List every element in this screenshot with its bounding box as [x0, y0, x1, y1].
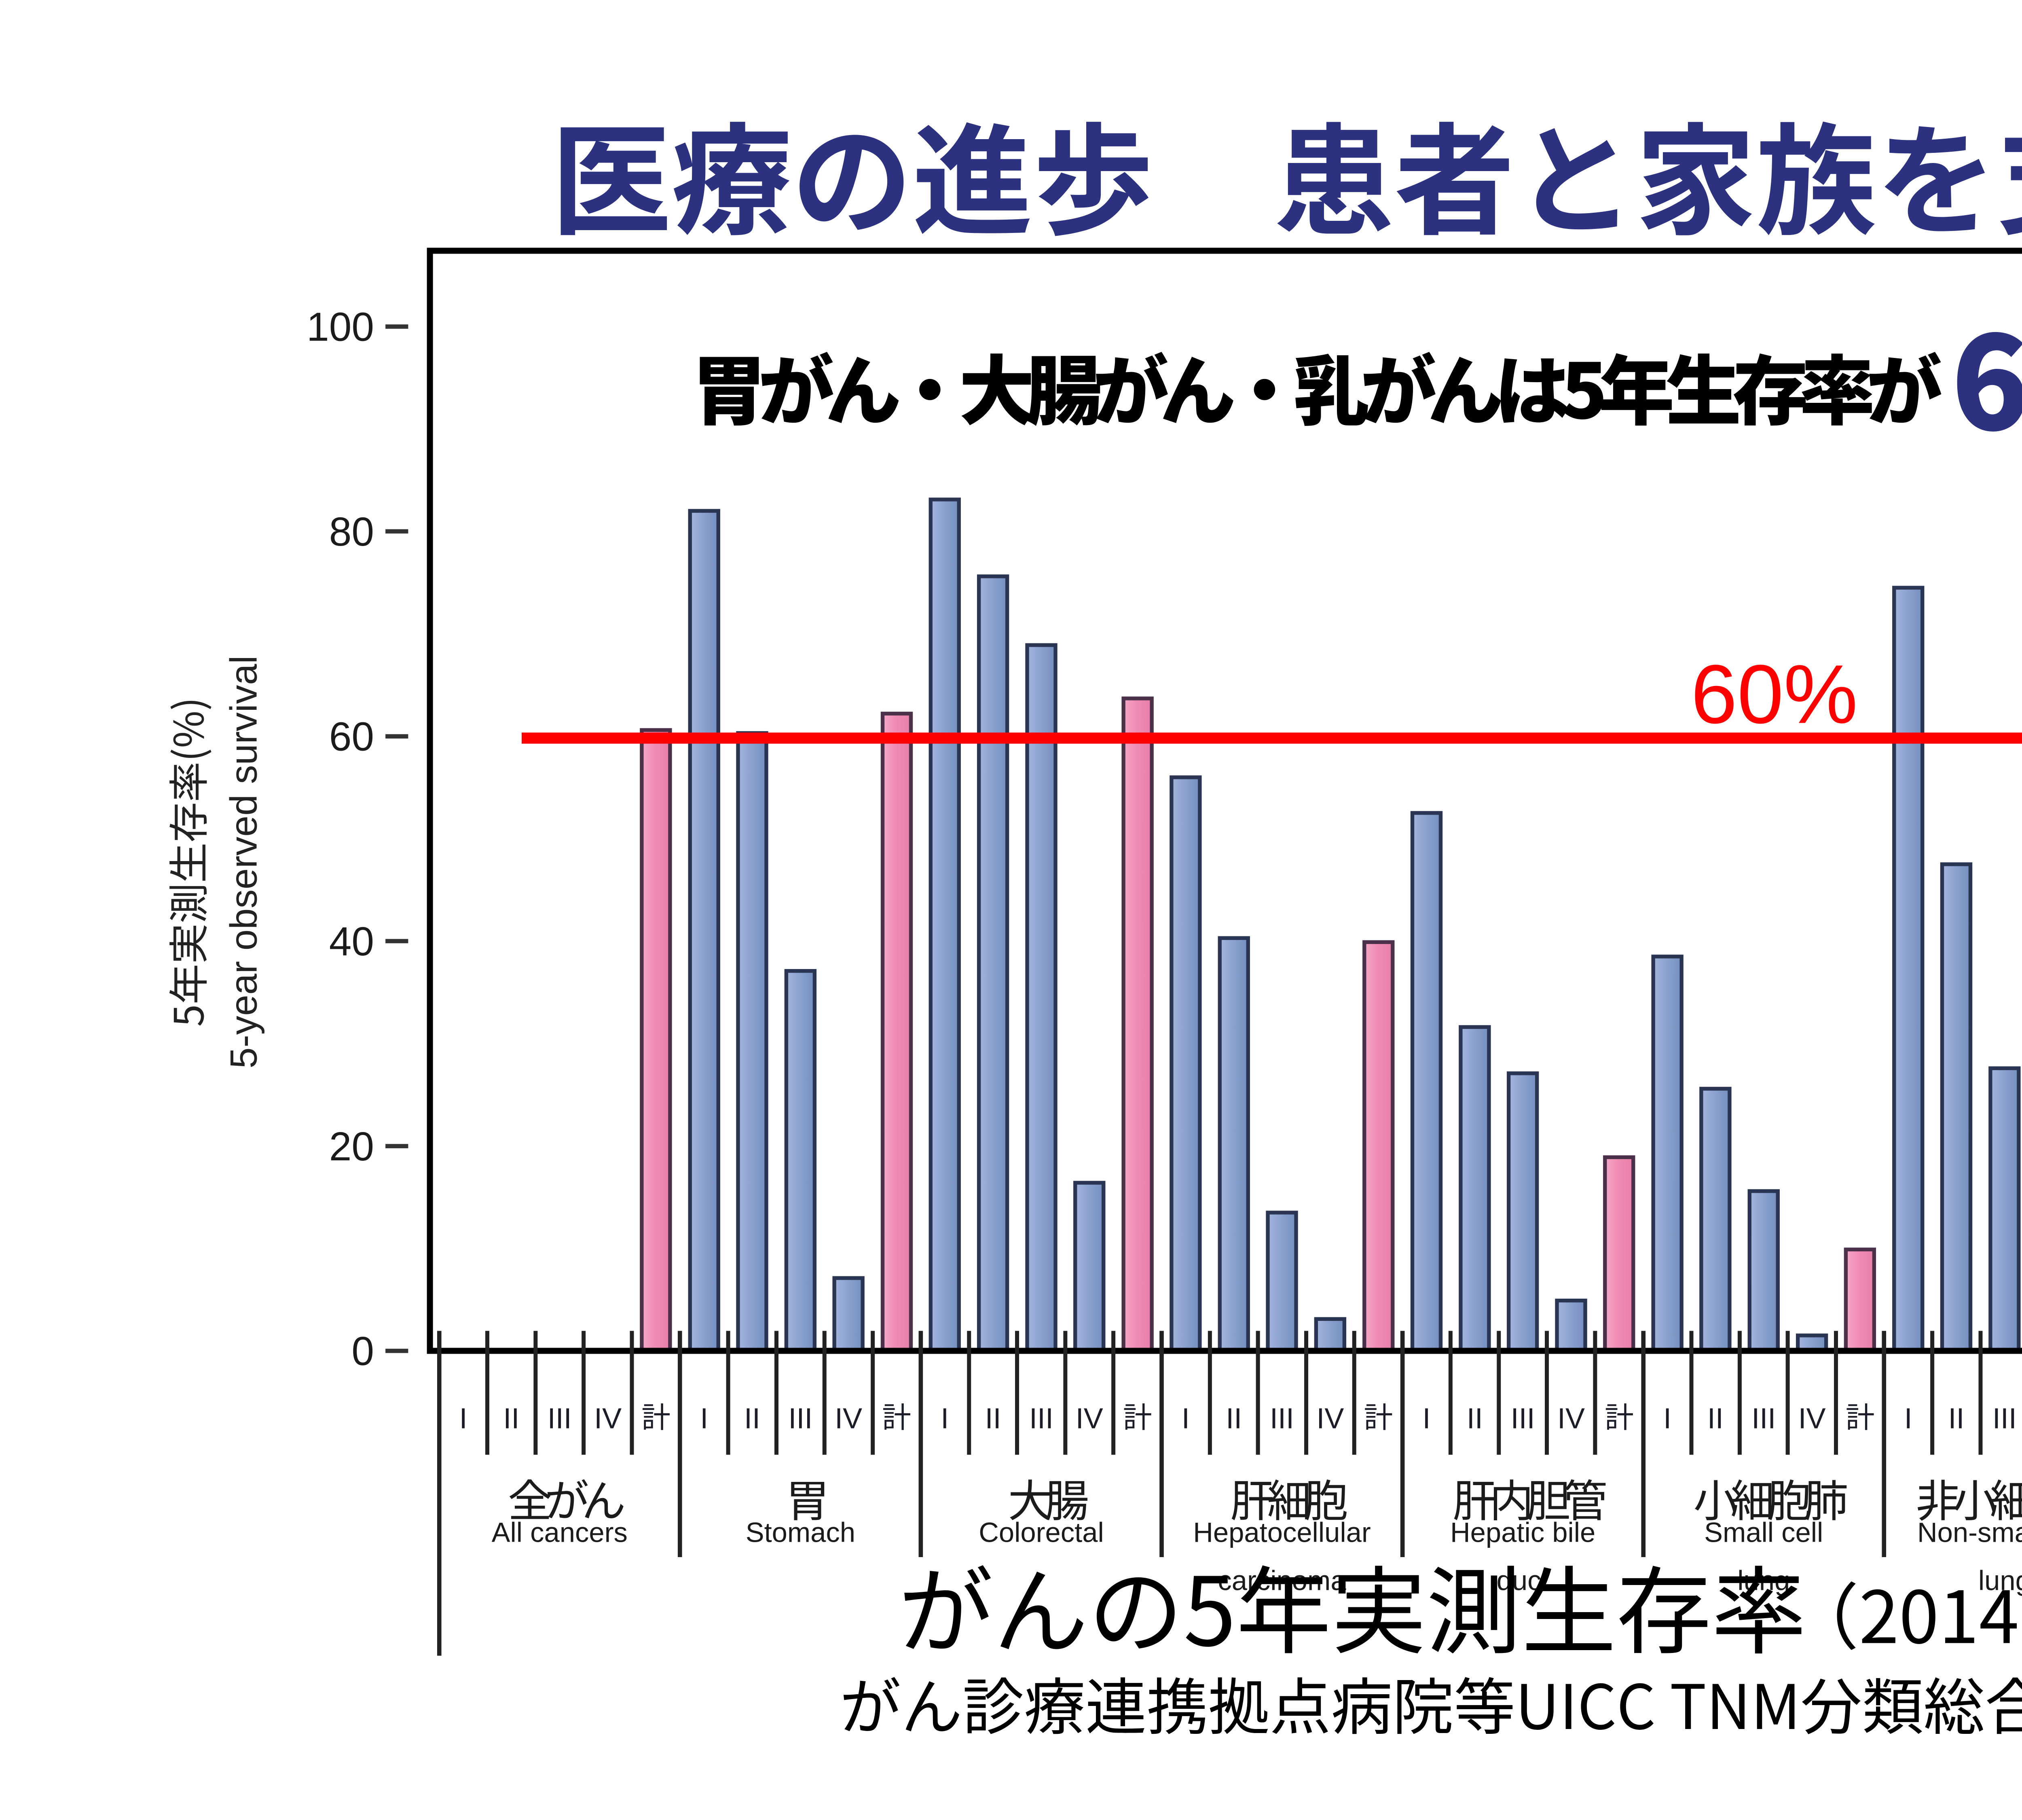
svg-text:II: II — [1948, 1402, 1965, 1435]
svg-text:60%: 60% — [1691, 647, 1858, 741]
svg-text:III: III — [1751, 1402, 1776, 1435]
svg-text:I: I — [700, 1402, 708, 1435]
svg-text:Non-small cell: Non-small cell — [1917, 1517, 2022, 1548]
svg-text:IV: IV — [1798, 1402, 1826, 1435]
svg-text:IV: IV — [835, 1402, 862, 1435]
svg-text:Stomach: Stomach — [746, 1517, 855, 1548]
svg-text:Small cell: Small cell — [1704, 1517, 1823, 1548]
svg-text:20: 20 — [329, 1124, 374, 1169]
svg-text:II: II — [744, 1402, 760, 1435]
svg-text:II: II — [1707, 1402, 1724, 1435]
svg-text:lung: lung — [1978, 1565, 2022, 1596]
svg-text:IV: IV — [1557, 1402, 1585, 1435]
svg-text:III: III — [1029, 1402, 1053, 1435]
svg-text:Hepatocellular: Hepatocellular — [1193, 1517, 1371, 1548]
svg-text:I: I — [459, 1402, 467, 1435]
svg-text:II: II — [985, 1402, 1001, 1435]
svg-text:I: I — [1182, 1402, 1190, 1435]
svg-text:III: III — [788, 1402, 812, 1435]
svg-text:I: I — [1423, 1402, 1431, 1435]
svg-text:Colorectal: Colorectal — [979, 1517, 1104, 1548]
svg-text:II: II — [1226, 1402, 1242, 1435]
svg-text:60: 60 — [329, 714, 374, 760]
svg-text:I: I — [1663, 1402, 1671, 1435]
svg-text:IV: IV — [1076, 1402, 1103, 1435]
svg-text:III: III — [1270, 1402, 1294, 1435]
svg-text:III: III — [1511, 1402, 1535, 1435]
svg-text:100: 100 — [307, 304, 374, 349]
svg-text:Hepatic bile: Hepatic bile — [1450, 1517, 1595, 1548]
svg-text:II: II — [503, 1402, 519, 1435]
svg-text:80: 80 — [329, 509, 374, 554]
svg-text:II: II — [1467, 1402, 1483, 1435]
svg-text:All cancers: All cancers — [492, 1517, 628, 1548]
svg-text:0: 0 — [351, 1329, 374, 1374]
svg-text:IV: IV — [594, 1402, 622, 1435]
svg-text:40: 40 — [329, 919, 374, 964]
svg-text:III: III — [1992, 1402, 2017, 1435]
svg-text:I: I — [941, 1402, 949, 1435]
svg-text:5-year observed survival: 5-year observed survival — [222, 656, 264, 1069]
svg-text:I: I — [1904, 1402, 1912, 1435]
svg-text:III: III — [548, 1402, 572, 1435]
svg-text:IV: IV — [1316, 1402, 1344, 1435]
